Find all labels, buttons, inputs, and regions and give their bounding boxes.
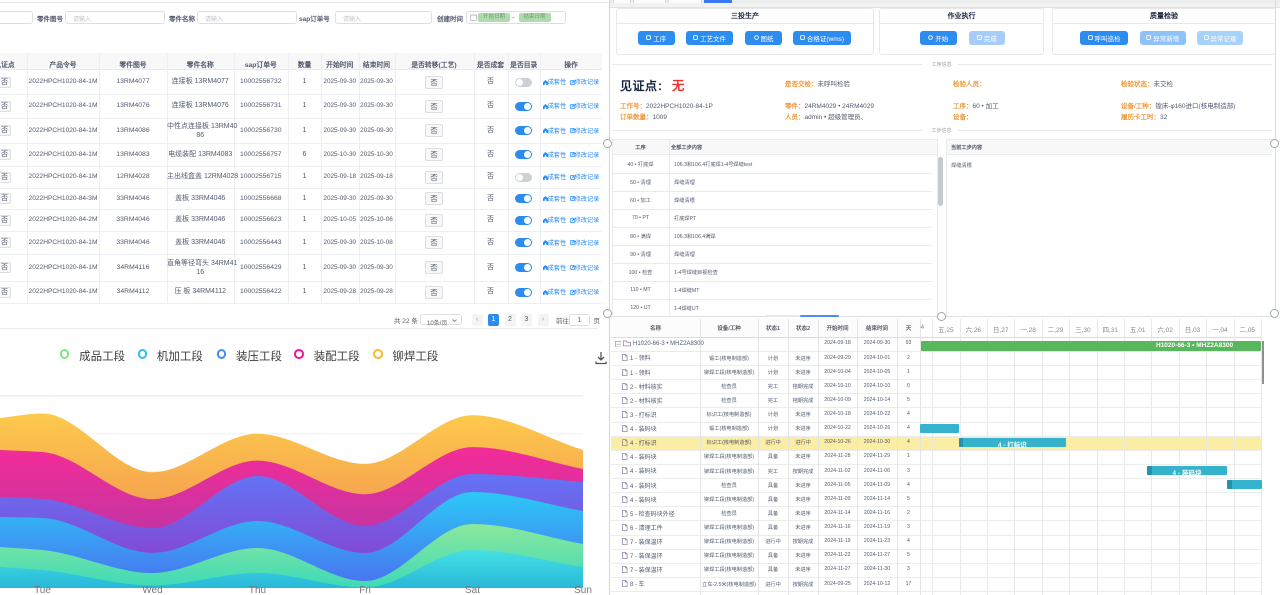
- svg-text:Tue: Tue: [34, 585, 51, 595]
- svg-text:Sun: Sun: [574, 585, 592, 595]
- svg-text:Fri: Fri: [359, 585, 371, 595]
- svg-text:Sat: Sat: [465, 585, 480, 595]
- svg-text:Wed: Wed: [142, 585, 162, 595]
- svg-text:Thu: Thu: [249, 585, 266, 595]
